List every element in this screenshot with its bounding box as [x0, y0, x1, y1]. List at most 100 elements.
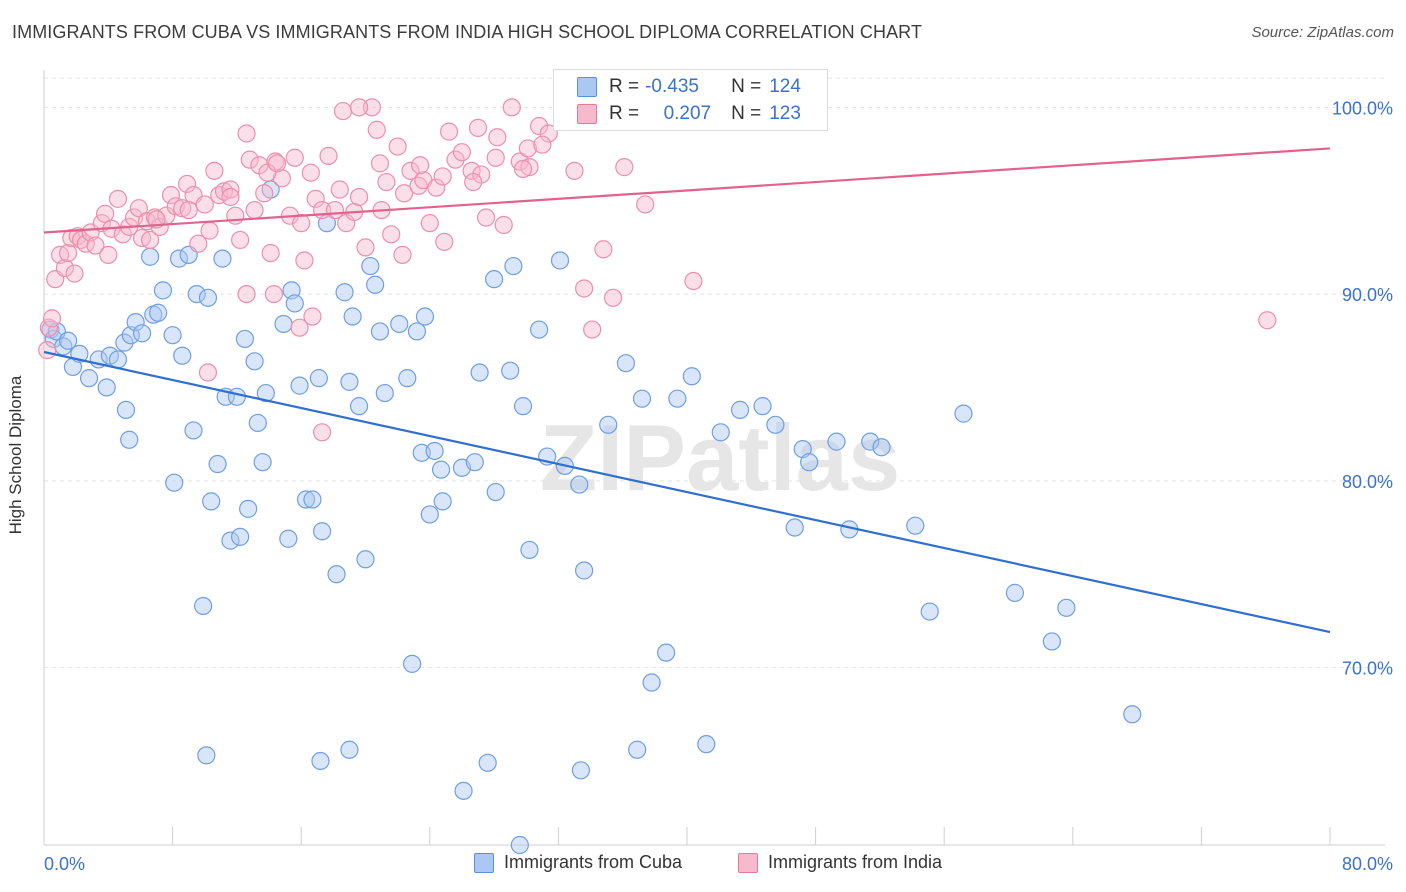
cuba-point: [513, 397, 533, 416]
india-point: [55, 258, 74, 278]
cuba-point: [520, 540, 539, 560]
india-point: [513, 159, 533, 179]
cuba-point: [59, 331, 78, 350]
cuba-point: [1005, 583, 1025, 602]
cuba-point: [390, 314, 409, 334]
axes: [43, 70, 1385, 846]
legend-item-india[interactable]: Immigrants from India: [738, 852, 942, 873]
cuba-point: [403, 654, 422, 673]
legend-item-cuba[interactable]: Immigrants from Cuba: [474, 852, 682, 873]
cuba-point: [169, 249, 189, 268]
cuba-point: [349, 397, 369, 416]
cuba-point: [425, 441, 444, 461]
cuba-point: [711, 423, 730, 442]
cuba-point: [285, 294, 304, 313]
source-label: Source: ZipAtlas.com: [1251, 24, 1394, 41]
cuba-point: [465, 453, 484, 472]
india-swatch: [577, 104, 597, 124]
watermark: ZIPatlas: [540, 405, 901, 510]
india-point: [575, 279, 594, 298]
cuba-point: [827, 432, 846, 451]
india-point: [295, 251, 314, 270]
india-point: [684, 271, 703, 291]
india-point: [312, 423, 332, 442]
india-point: [255, 184, 274, 203]
cuba-point: [165, 473, 184, 492]
cuba-point: [140, 247, 160, 266]
y-tick-label: 80.0%: [1342, 472, 1393, 492]
india-point: [140, 230, 160, 250]
cuba-point: [668, 389, 687, 408]
india-point: [42, 309, 62, 328]
india-point: [261, 243, 280, 263]
r-label: R =: [609, 76, 640, 97]
legend-label-cuba: Immigrants from Cuba: [504, 852, 683, 872]
cuba-point: [906, 516, 925, 535]
y-axis-label: High School Diploma: [6, 375, 25, 535]
india-point: [65, 264, 84, 283]
chart-title: IMMIGRANTS FROM CUBA VS IMMIGRANTS FROM …: [12, 22, 923, 42]
india-point: [362, 98, 382, 117]
x-tick-label-max: 80.0%: [1342, 854, 1393, 874]
cuba-point: [79, 369, 99, 388]
india-point: [502, 98, 521, 117]
india-point: [231, 230, 250, 250]
india-point: [427, 178, 446, 197]
cuba-point: [197, 746, 216, 765]
india-point: [108, 189, 128, 208]
cuba-point: [245, 352, 264, 371]
cuba-point: [570, 475, 589, 494]
cuba-point: [309, 369, 328, 388]
india-point: [245, 200, 264, 220]
india-point: [435, 232, 454, 251]
cuba-trend-line: [43, 350, 1331, 634]
india-point: [221, 180, 240, 199]
cuba-point: [120, 430, 139, 449]
cuba-point: [486, 482, 505, 502]
cuba-point: [375, 383, 394, 403]
india-point: [38, 341, 57, 360]
india-point: [349, 187, 369, 207]
cuba-point: [290, 376, 309, 395]
india-point: [1258, 311, 1277, 330]
cuba-point: [163, 326, 182, 345]
india-point: [494, 215, 513, 235]
india-point: [409, 176, 428, 195]
india-point: [393, 245, 412, 264]
cuba-point: [366, 275, 385, 294]
india-point: [420, 214, 439, 233]
cuba-point: [575, 561, 594, 580]
cuba-point: [398, 369, 417, 388]
correlation-legend: R = -0.435 N = 124 R = 0.207 N = 123: [553, 69, 828, 131]
cuba-point: [296, 490, 316, 509]
india-point: [533, 135, 552, 154]
cuba-point: [730, 400, 750, 419]
india-point: [221, 187, 240, 207]
cuba-point: [599, 415, 618, 434]
cuba-point: [132, 324, 152, 343]
cuba-point: [153, 281, 173, 300]
cuba-point: [227, 387, 246, 406]
cuba-point: [184, 421, 203, 440]
n-label: N =: [731, 76, 762, 97]
cuba-point: [415, 307, 435, 326]
cuba-point: [149, 303, 168, 322]
cuba-point: [303, 490, 322, 509]
india-point: [377, 172, 396, 192]
india-point: [267, 154, 287, 173]
y-tick-label: 70.0%: [1342, 659, 1393, 679]
cuba-point: [785, 518, 804, 537]
india-point: [59, 243, 78, 263]
cuba-point: [108, 350, 128, 369]
india-point: [615, 158, 634, 177]
cuba-point: [454, 781, 473, 800]
cuba-point: [872, 438, 891, 457]
india-point: [636, 195, 655, 214]
india-point: [99, 245, 118, 264]
tick-labels: 70.0% 80.0% 90.0% 100.0% 0.0% 80.0%: [44, 98, 1393, 874]
cuba-point: [920, 602, 939, 621]
india-point: [583, 320, 602, 339]
cuba-point: [470, 363, 489, 382]
cuba-point: [340, 740, 359, 759]
